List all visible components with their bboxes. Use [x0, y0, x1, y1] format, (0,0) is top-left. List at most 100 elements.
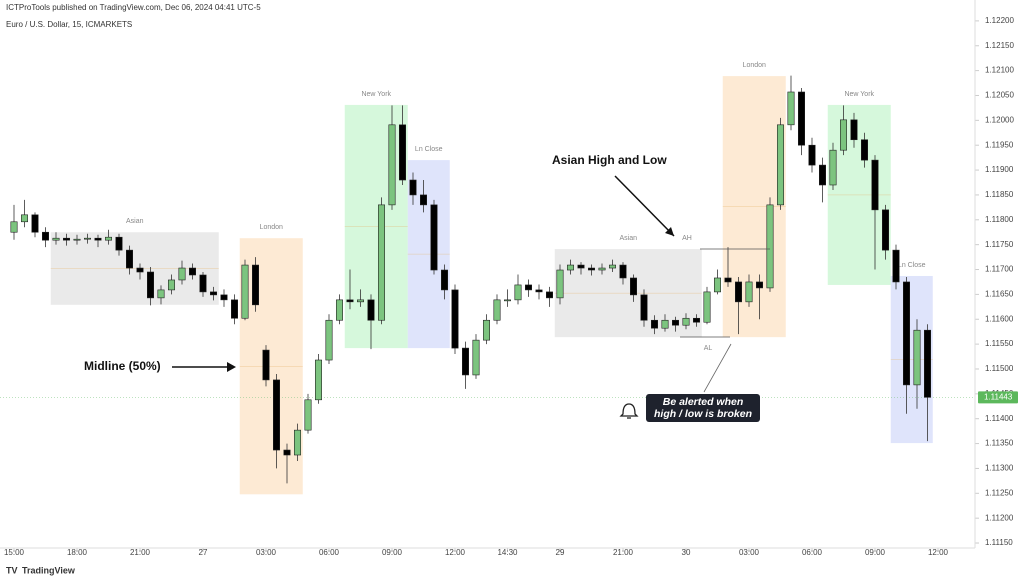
candle-body [566, 264, 574, 271]
candle-body [619, 264, 627, 279]
candle-body [10, 221, 18, 233]
candle-body [136, 267, 144, 273]
candle-body [671, 319, 679, 326]
session-label: London [260, 224, 283, 231]
candle-body [787, 91, 795, 126]
arrow-head [227, 362, 236, 372]
y-tick-label: 1.12200 [985, 16, 1014, 25]
candle-body [346, 299, 354, 303]
x-tick-label: 15:00 [4, 548, 25, 557]
candle-body [367, 299, 375, 321]
candle-body [73, 238, 81, 241]
y-tick-label: 1.12100 [985, 66, 1014, 75]
candle-body [272, 379, 280, 451]
candle-body [283, 449, 291, 456]
candle-body [640, 294, 648, 321]
candle-body [210, 291, 218, 296]
candle-body [808, 144, 816, 166]
candle-body [556, 269, 564, 299]
candle-body [220, 294, 228, 301]
y-tick-label: 1.11950 [985, 140, 1014, 149]
candle-body [724, 277, 732, 283]
candle-body [409, 179, 417, 196]
session-label: New York [361, 91, 391, 98]
last-price-label: 1.11443 [984, 392, 1013, 401]
y-tick-label: 1.11900 [985, 165, 1014, 174]
candle-body [126, 249, 134, 269]
asian-hl-annotation: Asian High and Low [552, 153, 667, 167]
candle-body [262, 349, 270, 381]
candle-body [608, 264, 616, 269]
candle-body [157, 289, 165, 299]
candle-body [304, 399, 312, 431]
candle-body [514, 284, 522, 301]
y-tick-label: 1.11800 [985, 215, 1014, 224]
candle-body [766, 204, 774, 289]
candle-body [577, 264, 585, 269]
candle-body [388, 124, 396, 206]
candle-body [524, 284, 532, 291]
candle-body [713, 277, 721, 293]
x-tick-label: 12:00 [445, 548, 466, 557]
y-tick-label: 1.11350 [985, 439, 1014, 448]
candle-body [419, 194, 427, 206]
candle-body [587, 267, 595, 271]
candle-body [535, 289, 543, 293]
candle-body [829, 149, 837, 186]
x-tick-label: 18:00 [67, 548, 88, 557]
candle-body [892, 249, 900, 283]
al-label: AL [704, 345, 713, 352]
session-label: Asian [619, 235, 637, 242]
candle-body [335, 299, 343, 321]
candle-body [325, 319, 333, 361]
arrow [614, 175, 675, 237]
y-tick-label: 1.11700 [985, 265, 1014, 274]
candle-body [398, 124, 406, 181]
y-tick-label: 1.12000 [985, 115, 1014, 124]
candle-body [440, 269, 448, 291]
x-tick-label: 21:00 [613, 548, 634, 557]
candle-body [451, 289, 459, 349]
candle-body [776, 124, 784, 206]
candle-body [818, 164, 826, 186]
x-tick-label: 14:30 [497, 548, 518, 557]
candle-body [902, 281, 910, 386]
alert-box [646, 394, 760, 422]
candle-body [650, 319, 658, 329]
x-tick-label: 29 [556, 548, 565, 557]
y-tick-label: 1.11650 [985, 289, 1014, 298]
y-tick-label: 1.11400 [985, 414, 1014, 423]
candle-body [839, 119, 847, 151]
candle-body [84, 237, 92, 240]
candle-body [241, 264, 249, 319]
candle-body [231, 299, 239, 319]
candle-body [850, 119, 858, 141]
candle-body [189, 267, 197, 276]
session-label: Ln Close [415, 146, 443, 153]
alert-pointer [703, 343, 732, 393]
candle-body [661, 319, 669, 329]
candle-body [703, 291, 711, 323]
candle-body [31, 214, 39, 233]
y-tick-label: 1.12050 [985, 91, 1014, 100]
x-tick-label: 09:00 [865, 548, 886, 557]
candle-body [293, 429, 301, 456]
session-label: Ln Close [898, 262, 926, 269]
candle-body [94, 237, 102, 241]
x-tick-label: 06:00 [802, 548, 823, 557]
candle-body [461, 347, 469, 376]
symbol: Euro / U.S. Dollar, 15, ICMARKETS [6, 20, 132, 29]
y-tick-label: 1.11200 [985, 513, 1014, 522]
midline-annotation: Midline (50%) [84, 359, 161, 373]
candle-body [115, 236, 123, 251]
y-tick-label: 1.11850 [985, 190, 1014, 199]
candle-body [178, 267, 186, 281]
candle-body [923, 329, 931, 398]
x-tick-label: 03:00 [739, 548, 760, 557]
candle-body [482, 319, 490, 341]
candle-body [199, 274, 207, 293]
candle-body [252, 264, 260, 306]
candle-body [377, 204, 385, 321]
alert-text: high / low is broken [654, 408, 752, 420]
